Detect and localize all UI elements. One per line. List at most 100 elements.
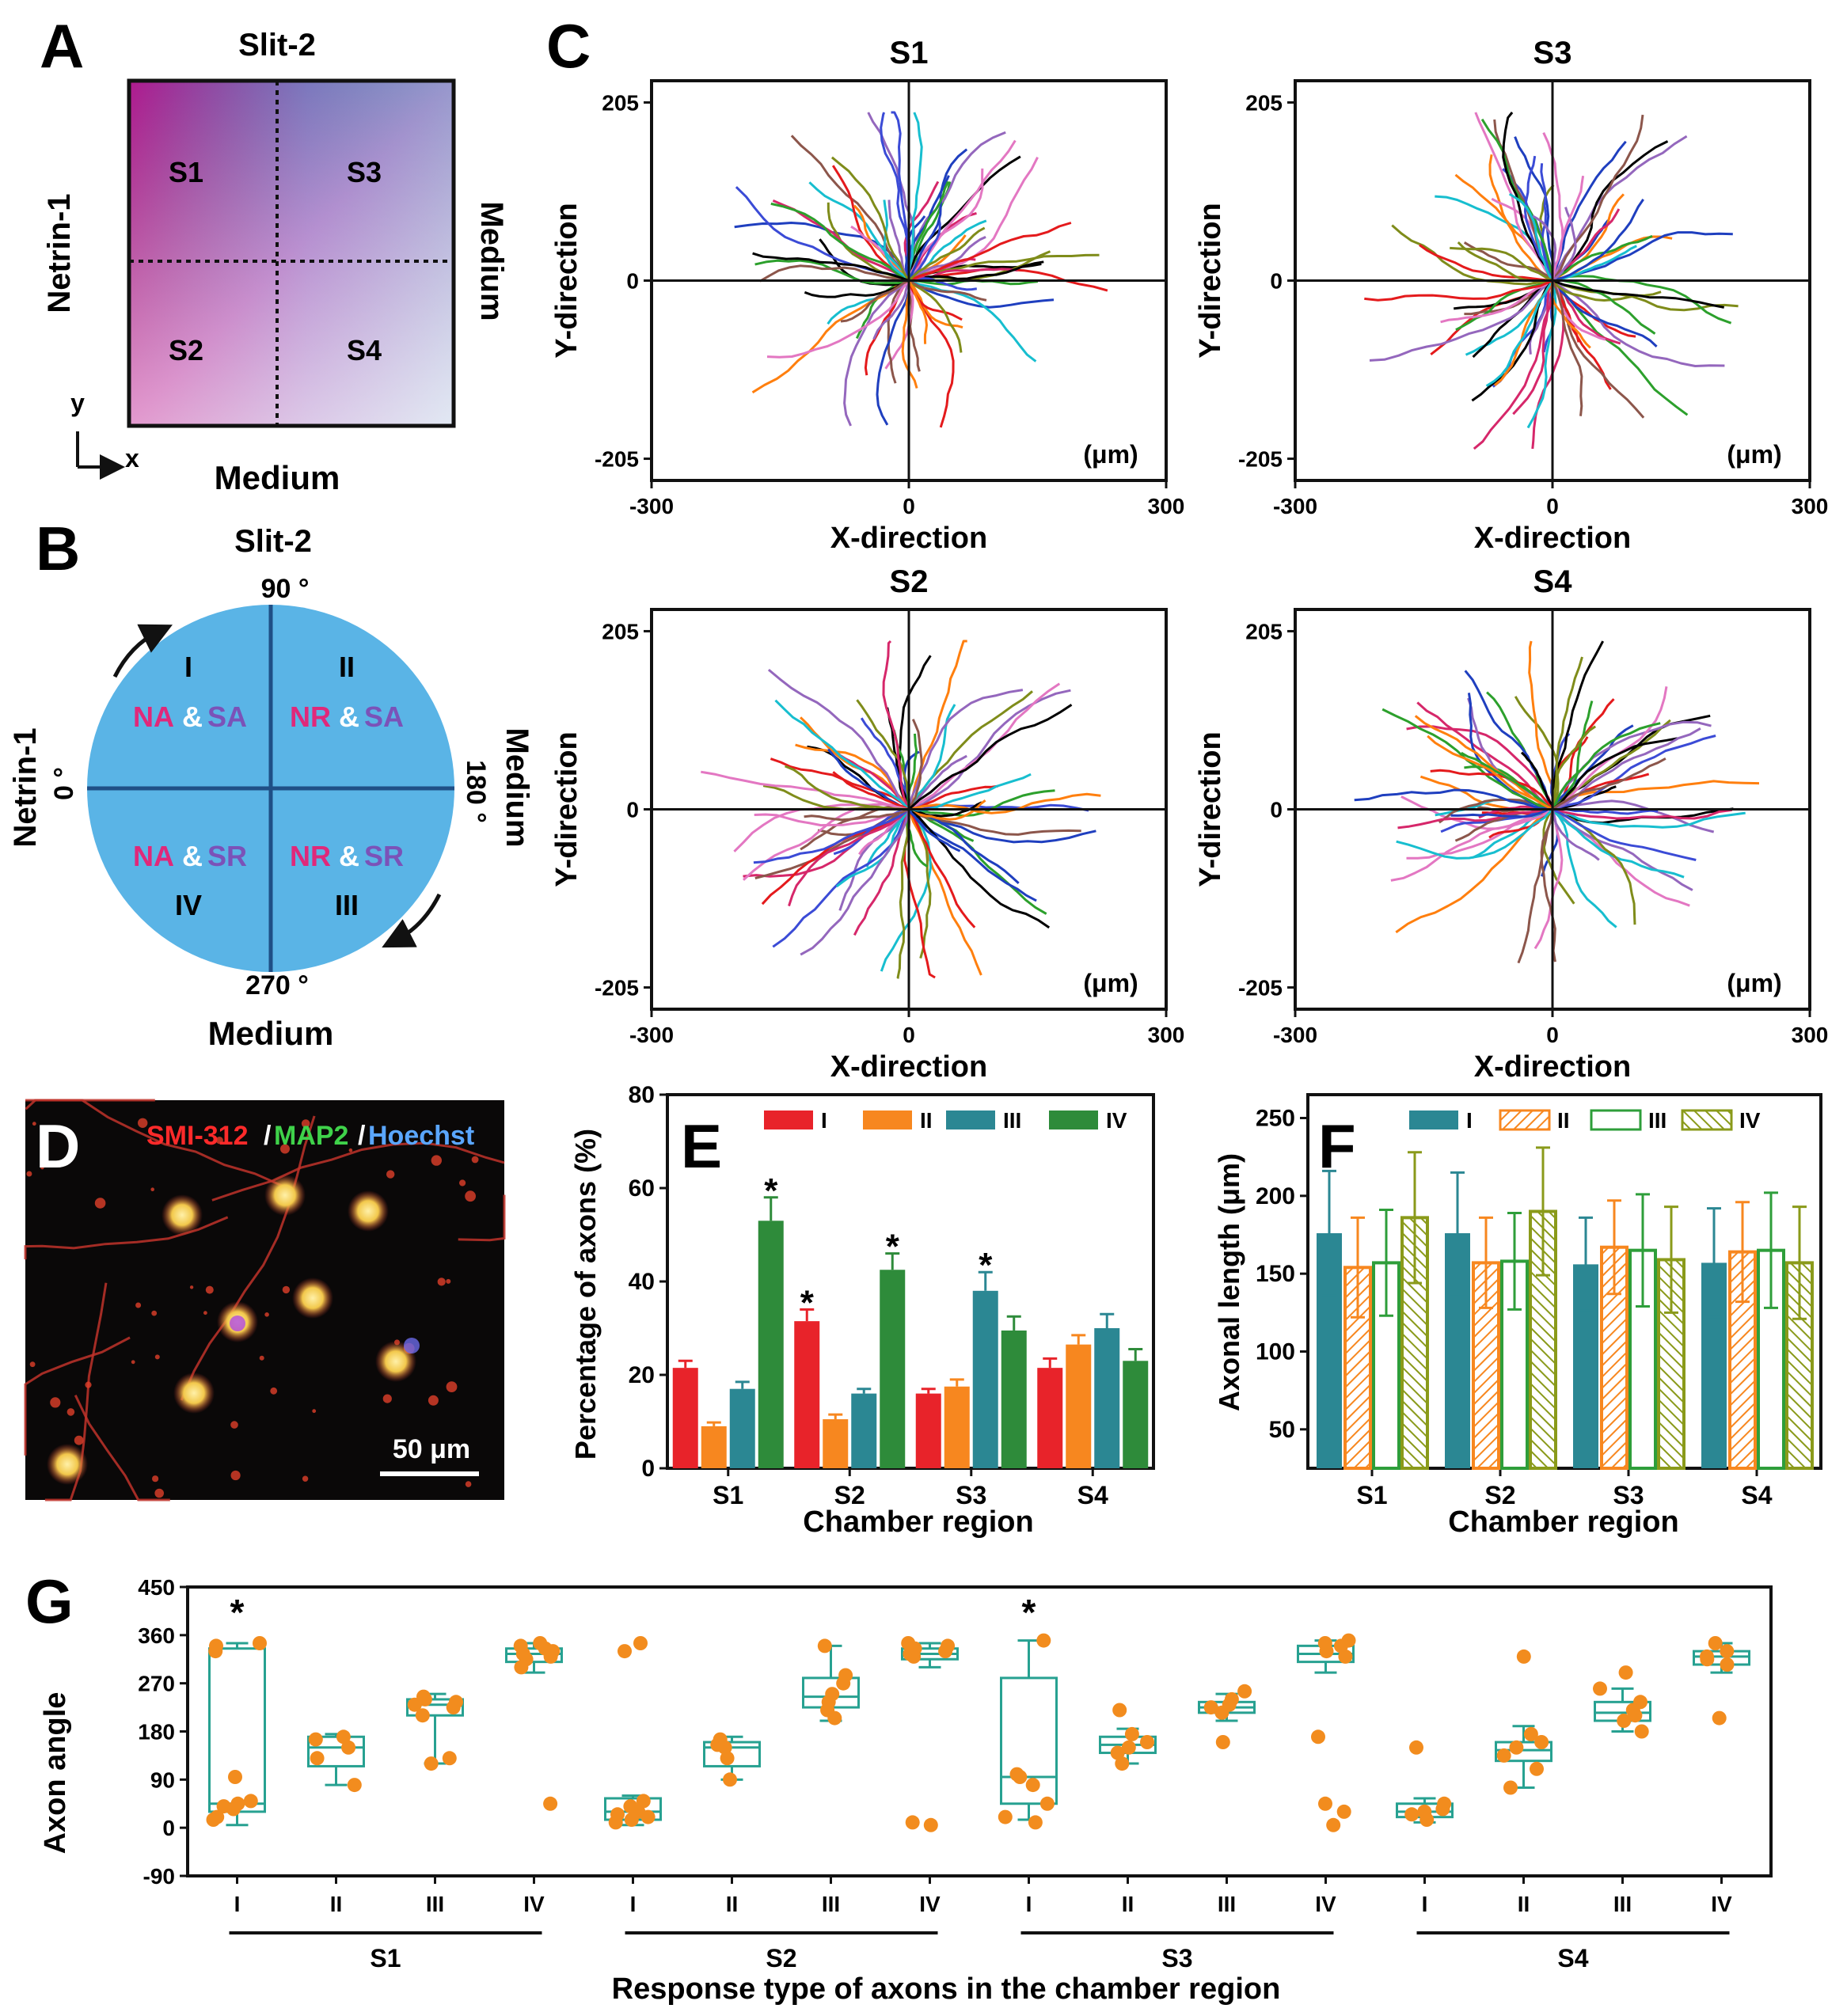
box-s4-iv: [1693, 1636, 1750, 1726]
axon-trace: [1406, 808, 1553, 860]
bar-ii-s2: [823, 1419, 849, 1468]
legend-swatch-ii: [863, 1111, 912, 1129]
data-point: [825, 1687, 840, 1702]
quadrant-s3: S3: [347, 156, 382, 188]
axon-trace: [1551, 720, 1712, 811]
punctum: [32, 1122, 36, 1126]
trace-plot-s1: S1 205 0 -205 -300 0 300 (μm) X-direction Y-direc…: [550, 36, 1184, 555]
data-point: [1720, 1644, 1735, 1659]
axon-trace: [1364, 279, 1553, 302]
x-tick-label: S1: [1356, 1481, 1387, 1509]
trace-plot-s3: S3 205 0 -205 -300 0 300 (μm) X-direction Y-direc…: [1194, 36, 1828, 555]
axon-trace: [1396, 808, 1554, 860]
axon-trace: [907, 112, 923, 281]
bar-iv-s4: [1123, 1361, 1149, 1468]
axon-trace: [1552, 808, 1732, 820]
panel-a-bottom-label: Medium: [215, 459, 340, 496]
axon-trace: [908, 277, 977, 291]
bar-iii-s4: [1094, 1328, 1120, 1468]
data-point: [1509, 1740, 1524, 1755]
neurite: [44, 1282, 108, 1502]
axon-trace: [1551, 808, 1685, 879]
punctum: [138, 1118, 148, 1129]
significance-star: *: [800, 1283, 815, 1322]
axon-trace: [1480, 118, 1554, 281]
legend-swatch-iv: [1049, 1111, 1098, 1129]
axon-trace: [1450, 246, 1553, 282]
axon-trace: [832, 771, 910, 811]
axon-trace: [804, 808, 910, 822]
y-tick-label: 0: [641, 1456, 655, 1482]
axon-trace: [907, 808, 961, 852]
axon-trace: [1514, 136, 1556, 281]
data-point: [310, 1751, 325, 1766]
axon-trace: [907, 226, 986, 282]
legend-label-iii: III: [1003, 1108, 1021, 1133]
x-axis-label: X-direction: [1474, 522, 1631, 555]
y-tick-label: 200: [1256, 1183, 1295, 1209]
legend-swatch-i: [764, 1111, 813, 1129]
panel-c: C S1 205 0 -205 -300 0 300 (μm) X-direction Y-dir…: [546, 11, 1828, 1084]
box-s3-ii: [1099, 1703, 1157, 1771]
axon-trace: [788, 808, 910, 907]
axon-trace: [1551, 656, 1583, 810]
axon-trace: [772, 808, 910, 948]
axon-trace: [1552, 757, 1666, 811]
svg-text:&: &: [339, 840, 359, 872]
data-point: [838, 1668, 853, 1683]
axon-trace: [1552, 808, 1697, 861]
punctum: [302, 1475, 309, 1482]
cell-body: [292, 1278, 333, 1319]
y-tick-label: 180: [138, 1720, 175, 1745]
data-point: [1503, 1780, 1518, 1795]
region-label: S1: [370, 1944, 401, 1972]
bar-iii-s3: [972, 1290, 998, 1468]
x-tick-label: S2: [834, 1481, 865, 1509]
x-tick-label: III: [1218, 1892, 1236, 1916]
box-s2-i: [604, 1636, 662, 1830]
data-point: [1618, 1665, 1633, 1680]
y-tick-label: 0: [626, 798, 639, 822]
bar-iii-s2: [851, 1393, 877, 1468]
axon-trace: [880, 112, 911, 281]
x-tick-label: IV: [523, 1892, 545, 1916]
significance-star: *: [764, 1171, 778, 1210]
legend-swatch-i: [1409, 1111, 1458, 1129]
axon-trace: [753, 808, 910, 864]
panel-b-left-label: Netrin-1: [8, 727, 43, 847]
axon-trace: [908, 689, 1071, 811]
punctum: [428, 1395, 439, 1406]
trace-plot-title: S1: [890, 36, 929, 70]
trace-plot-title: S4: [1533, 564, 1573, 599]
bar-i-s4: [1037, 1368, 1063, 1468]
axon-trace: [1520, 751, 1554, 810]
axon-trace: [1551, 175, 1585, 281]
trace-plot-s2: S2 205 0 -205 -300 0 300 (μm) X-direction Y-direc…: [550, 564, 1184, 1084]
axon-trace: [1427, 735, 1553, 811]
punctum: [135, 1302, 142, 1308]
punctum: [264, 1312, 269, 1317]
legend-swatch-iii: [1590, 1109, 1642, 1131]
xy-axis-icon: y x: [70, 389, 139, 480]
x-tick-label: IV: [1315, 1892, 1336, 1916]
significance-star: *: [979, 1246, 993, 1285]
panel-a-top-label: Slit-2: [238, 28, 316, 63]
axon-trace: [1542, 808, 1575, 905]
x-tick-label: 300: [1792, 494, 1829, 518]
y-axis-label: Y-direction: [550, 731, 583, 887]
y-tick-label: 150: [1256, 1261, 1295, 1287]
axon-trace: [1552, 199, 1644, 282]
punctum: [446, 1381, 458, 1392]
y-tick-label: 205: [602, 90, 639, 115]
data-point: [1110, 1745, 1125, 1760]
axon-trace: [1551, 640, 1605, 810]
chart-g-xlabel: Response type of axons in the chamber re…: [612, 1972, 1281, 2006]
y-tick-label: 80: [629, 1082, 655, 1108]
axon-trace: [907, 279, 963, 329]
bar-iv-s2: [880, 1270, 906, 1468]
data-point: [720, 1751, 735, 1766]
data-point: [1338, 1649, 1353, 1664]
data-point: [633, 1636, 648, 1650]
panel-label-c: C: [546, 11, 591, 81]
x-tick-label: III: [426, 1892, 444, 1916]
